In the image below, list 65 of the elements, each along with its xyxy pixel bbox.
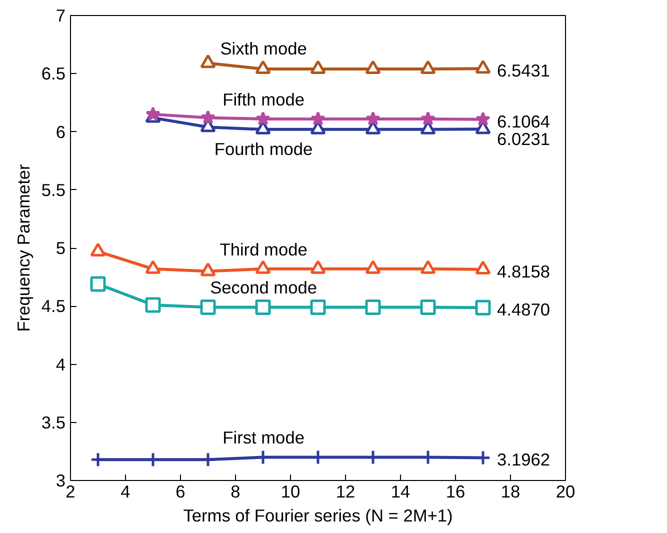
y-tick-label: 5.5 — [41, 180, 66, 200]
point — [420, 60, 436, 74]
point — [90, 242, 106, 256]
point — [145, 297, 161, 313]
point — [256, 111, 270, 126]
x-tick-label: 6 — [176, 482, 186, 502]
y-tick-label: 3 — [56, 470, 66, 490]
point — [200, 54, 216, 68]
point — [90, 276, 106, 292]
data-label: 6.5431 — [497, 60, 550, 81]
x-tick-label: 20 — [556, 482, 576, 502]
y-tick-label: 3.5 — [41, 412, 66, 432]
point — [145, 260, 161, 274]
data-label: 4.4870 — [497, 300, 550, 320]
data-label: 3.1962 — [497, 450, 550, 470]
y-tick-label: 4 — [56, 354, 66, 374]
point — [310, 300, 326, 316]
point — [310, 60, 326, 74]
x-tick-label: 14 — [390, 482, 410, 502]
point — [310, 111, 326, 126]
x-tick-label: 12 — [336, 482, 356, 502]
point — [475, 300, 491, 316]
y-tick-label: 7 — [56, 6, 66, 26]
x-tick-label: 16 — [446, 482, 466, 502]
point — [255, 300, 271, 316]
x-tick-label: 8 — [230, 482, 240, 502]
point — [145, 452, 161, 468]
point — [366, 111, 380, 126]
point — [255, 60, 271, 74]
point — [365, 300, 381, 316]
point — [475, 260, 491, 274]
point — [146, 106, 160, 121]
point — [476, 112, 490, 126]
data-label: 4.8158 — [497, 261, 550, 282]
data-label: 6.0231 — [497, 129, 550, 150]
point — [90, 452, 106, 468]
y-tick-label: 5 — [56, 238, 66, 258]
y-axis-title: Frequency Parameter — [13, 164, 34, 332]
point — [475, 60, 491, 74]
point — [200, 300, 216, 316]
point — [200, 452, 216, 468]
data-label: 6.1064 — [497, 111, 550, 132]
x-axis-title: Terms of Fourier series (N = 2M+1) — [183, 506, 453, 526]
point — [310, 260, 326, 274]
y-tick-label: 6 — [56, 122, 66, 142]
series-label: Second mode — [210, 278, 318, 298]
point — [200, 262, 216, 276]
point — [420, 300, 436, 316]
x-tick-label: 2 — [66, 482, 76, 502]
x-tick-label: 18 — [500, 482, 520, 502]
series-label: Fourth mode — [214, 139, 313, 160]
y-tick-label: 6.5 — [41, 64, 66, 84]
point — [365, 60, 381, 74]
x-tick-label: 10 — [280, 482, 300, 502]
point — [420, 111, 436, 126]
y-tick-label: 4.5 — [41, 296, 66, 316]
series-label: Sixth mode — [220, 38, 307, 59]
series-label: First mode — [222, 428, 304, 448]
point — [200, 110, 216, 124]
point — [365, 260, 381, 274]
x-tick-label: 4 — [120, 482, 131, 502]
point — [255, 260, 271, 274]
point — [420, 260, 436, 274]
series-label: Fifth mode — [222, 89, 304, 110]
series-label: Third mode — [220, 239, 308, 260]
